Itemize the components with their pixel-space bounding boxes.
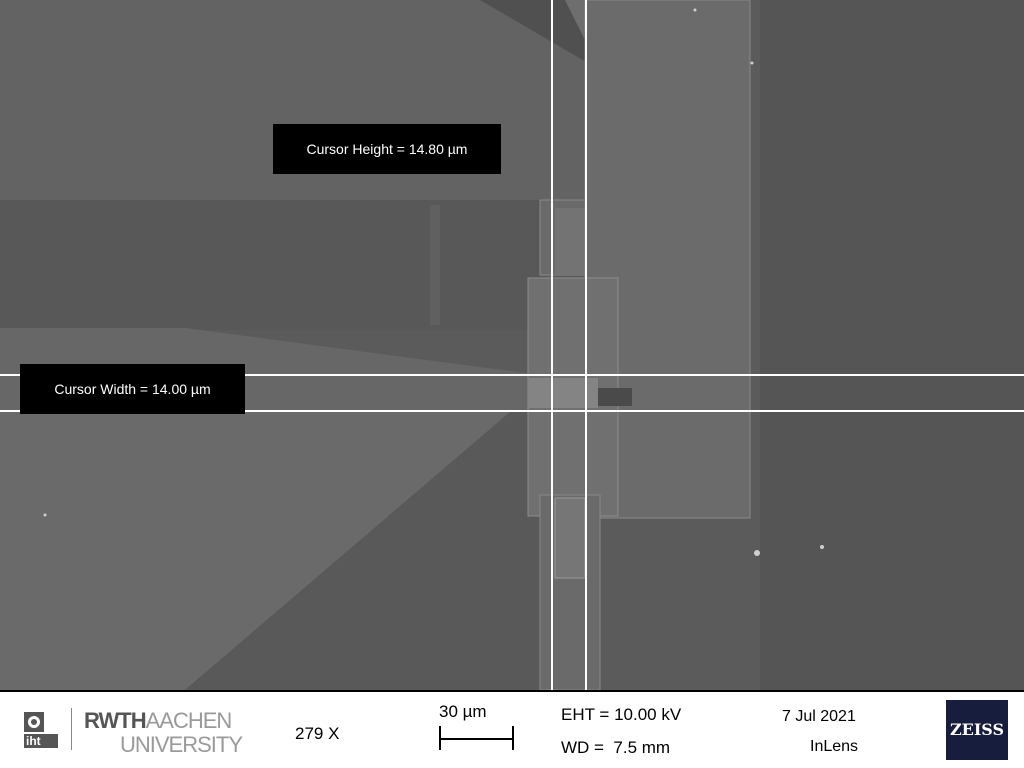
sem-micrograph: Cursor Height = 14.80 µm Cursor Width = … <box>0 0 1024 690</box>
rwth-logo-bold: RWTH <box>84 708 147 733</box>
logo-divider <box>71 708 72 750</box>
cursor-height-label: Cursor Height = 14.80 µm <box>273 124 501 174</box>
rwth-logo-university: UNIVERSITY <box>120 732 243 757</box>
rwth-logo: RWTHAACHEN UNIVERSITY <box>84 708 243 758</box>
info-bar: iht RWTHAACHEN UNIVERSITY 279 X 30 µm EH… <box>0 690 1024 768</box>
cursor-width-label: Cursor Width = 14.00 µm <box>20 364 245 414</box>
iht-logo-text: iht <box>26 734 41 748</box>
wd-readout: WD = 7.5 mm <box>561 738 671 757</box>
eht-readout: EHT = 10.00 kV <box>561 705 682 724</box>
scale-bar-label: 30 µm <box>439 702 487 721</box>
cursor-vertical-line-right[interactable] <box>585 0 587 690</box>
zeiss-logo: ZEISS <box>946 700 1008 760</box>
micrograph-structure <box>0 0 824 690</box>
cursor-horizontal-line-top[interactable] <box>0 374 1024 376</box>
rwth-logo-light: AACHEN <box>145 708 233 733</box>
iht-logo-icon: iht <box>22 710 60 750</box>
cursor-horizontal-line-bottom[interactable] <box>0 410 1024 412</box>
cursor-vertical-line-left[interactable] <box>551 0 553 690</box>
magnification: 279 X <box>295 724 340 743</box>
date-readout: 7 Jul 2021 <box>782 708 856 725</box>
scale-bar <box>439 726 514 750</box>
detector-readout: InLens <box>810 738 859 755</box>
